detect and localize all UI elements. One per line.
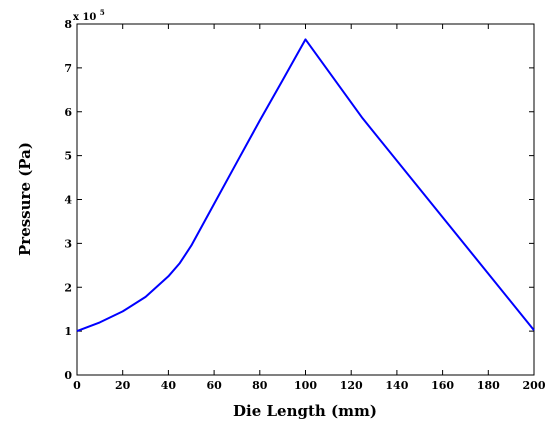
plot-area [76, 23, 535, 376]
x-tick-label: 200 [523, 379, 546, 392]
x-tick-labels: 0 20 40 60 80 100 120 140 160 180 200 [73, 379, 546, 392]
x-tick-label: 60 [206, 379, 222, 392]
y-tick-label: 7 [64, 62, 72, 75]
y-tick-label: 8 [64, 18, 72, 31]
x-tick-label: 140 [385, 379, 408, 392]
x-tick-label: 0 [73, 379, 81, 392]
y-tick-label: 4 [64, 194, 72, 207]
x-tick-label: 160 [431, 379, 454, 392]
x-tick-label: 80 [252, 379, 268, 392]
x-tick-label: 100 [294, 379, 317, 392]
x-axis-title: Die Length (mm) [233, 402, 377, 420]
y-tick-label: 1 [64, 325, 72, 338]
y-multiplier-exponent: 5 [100, 8, 105, 17]
y-multiplier-base: x 10 [73, 12, 96, 23]
pressure-series-line [76, 38, 535, 333]
x-tick-label: 180 [477, 379, 500, 392]
y-tick-label: 0 [64, 369, 72, 382]
y-tick-labels: 0 1 2 3 4 5 6 7 8 [64, 18, 72, 382]
y-multiplier-label: x 10 5 [73, 8, 105, 23]
y-axis-title: Pressure (Pa) [16, 142, 34, 256]
y-tick-label: 2 [64, 281, 72, 294]
x-tick-label: 40 [161, 379, 177, 392]
y-tick-label: 5 [64, 150, 72, 163]
y-tick-label: 6 [64, 106, 72, 119]
y-tick-label: 3 [64, 237, 72, 250]
x-tick-label: 120 [340, 379, 363, 392]
x-tick-label: 20 [115, 379, 131, 392]
series-group [76, 38, 535, 333]
